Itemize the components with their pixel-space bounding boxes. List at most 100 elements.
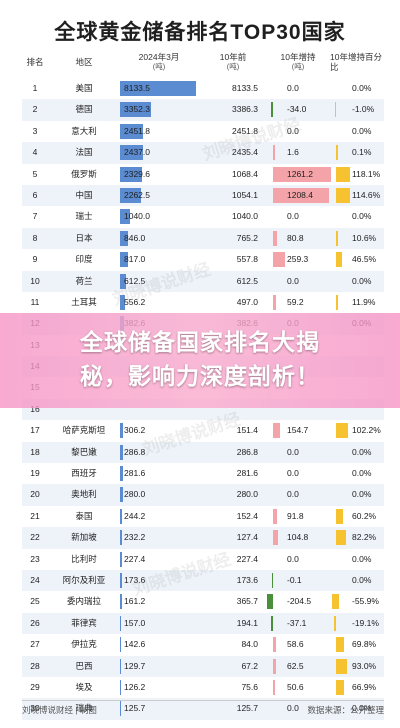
current-holdings-cell: 2329.6 [120, 164, 198, 185]
prev-holdings-cell: 365.7 [236, 596, 258, 607]
current-holdings-bar [120, 273, 126, 289]
increase-pct-value: 0.0% [352, 211, 372, 222]
increase-pct-value: 0.0% [352, 446, 372, 457]
increase-cell: 0.0 [267, 442, 329, 463]
increase-bar [273, 679, 276, 695]
increase-pct-bar [336, 637, 345, 653]
increase-pct-value: -1.0% [352, 104, 375, 115]
increase-value: -204.5 [287, 596, 312, 607]
prev-holdings-cell: 281.6 [236, 468, 258, 479]
increase-cell: 259.3 [267, 249, 329, 270]
increase-pct-value: 118.1% [352, 168, 381, 179]
increase-pct-cell: 0.1% [332, 142, 384, 163]
increase-cell: -204.5 [267, 591, 329, 612]
current-holdings-bar [120, 123, 143, 139]
prev-holdings-cell: 765.2 [236, 232, 258, 243]
increase-pct-value: 102.2% [352, 425, 381, 436]
current-holdings-value: 846.0 [124, 232, 146, 243]
header-inc: 10年增持 (吨) [267, 48, 329, 76]
prev-holdings-cell: 1068.4 [232, 168, 258, 179]
current-holdings-value: 2329.6 [124, 168, 150, 179]
increase-pct-value: 0.0% [352, 489, 372, 500]
increase-pct-cell: 0.0% [332, 484, 384, 505]
header-now-unit: (吨) [152, 62, 166, 71]
increase-cell: -0.1 [267, 570, 329, 591]
increase-cell: 0.0 [267, 78, 329, 99]
prev-holdings-cell: 125.7 [236, 703, 258, 714]
region-cell: 德国 [75, 104, 93, 115]
rank-cell: 26 [30, 617, 40, 628]
current-holdings-value: 129.7 [124, 660, 146, 671]
header-prev-label: 10年前 [219, 52, 247, 62]
current-holdings-cell: 817.0 [120, 249, 198, 270]
increase-pct-bar [336, 658, 348, 674]
increase-pct-value: 46.5% [352, 254, 377, 265]
increase-cell: 59.2 [267, 292, 329, 313]
rank-cell: 17 [30, 425, 40, 436]
increase-cell: 50.6 [267, 677, 329, 698]
increase-pct-value: 11.9% [352, 296, 376, 307]
increase-pct-bar [334, 102, 336, 118]
rank-cell: 5 [32, 168, 38, 179]
current-holdings-cell: 1040.0 [120, 206, 198, 227]
increase-value: 59.2 [287, 296, 304, 307]
current-holdings-cell: 2451.8 [120, 121, 198, 142]
increase-value: 0.0 [287, 275, 299, 286]
increase-bar [271, 615, 273, 631]
region-cell: 哈萨克斯坦 [62, 425, 106, 436]
prev-holdings-cell: 151.4 [236, 425, 258, 436]
table-row: 5 俄罗斯 2329.6 1068.4 1261.2 118.1% [22, 164, 384, 185]
footer: 刘晓博说财经 | 制图 数据来源：公开整理 [22, 704, 384, 718]
increase-cell: 58.6 [267, 634, 329, 655]
increase-cell: -37.1 [267, 613, 329, 634]
table-row: 23 比利时 227.4 227.4 0.0 0.0% [22, 549, 384, 570]
increase-pct-bar [333, 615, 336, 631]
current-holdings-bar [120, 530, 123, 546]
increase-pct-cell: 60.2% [332, 506, 384, 527]
increase-value: -37.1 [287, 617, 307, 628]
headline-text: 全球储备国家排名大揭 秘，影响力深度剖析！ [0, 325, 400, 393]
increase-value: 0.0 [287, 125, 299, 136]
rank-cell: 23 [30, 553, 40, 564]
increase-bar [273, 145, 275, 161]
rank-cell: 11 [30, 296, 40, 307]
current-holdings-bar [120, 209, 130, 225]
table-row: 6 中国 2262.5 1054.1 1208.4 114.6% [22, 184, 384, 207]
rank-cell: 25 [30, 596, 40, 607]
current-holdings-value: 280.0 [124, 489, 146, 500]
headline-line-1: 全球储备国家排名大揭 [80, 329, 320, 355]
rank-cell: 6 [32, 189, 38, 200]
header-region: 地区 [56, 48, 112, 76]
rank-cell: 20 [30, 489, 40, 500]
current-holdings-cell: 157.0 [120, 613, 198, 634]
rank-cell: 16 [30, 403, 40, 414]
increase-cell: 154.7 [267, 420, 329, 441]
header-prev: 10年前 (吨) [202, 48, 264, 76]
increase-pct-value: 0.0% [352, 553, 372, 564]
region-cell: 埃及 [75, 681, 93, 692]
current-holdings-value: 281.6 [124, 468, 146, 479]
increase-pct-bar [336, 508, 344, 524]
current-holdings-cell: 846.0 [120, 228, 198, 249]
prev-holdings-cell: 75.6 [241, 681, 258, 692]
table-row: 11 土耳其 556.2 497.0 59.2 11.9% [22, 292, 384, 313]
current-holdings-bar [120, 701, 122, 717]
increase-pct-bar [336, 294, 338, 310]
region-cell: 意大利 [71, 125, 97, 136]
current-holdings-cell: 556.2 [120, 292, 198, 313]
rank-cell: 29 [30, 681, 40, 692]
region-cell: 泰国 [75, 510, 93, 521]
current-holdings-cell: 2262.5 [120, 185, 198, 206]
table-body: 1 美国 8133.5 8133.5 0.0 0.0% 2 德国 3352.3 3386.3 -34… [22, 78, 384, 720]
increase-value: 0.0 [287, 468, 299, 479]
current-holdings-bar [120, 294, 126, 310]
increase-cell: 80.8 [267, 228, 329, 249]
footer-credit: 刘晓博说财经 | 制图 [22, 705, 97, 715]
header: 全球黄金储备排名TOP30国家 排名 地区 2024年3月 (吨) 10年前 (吨)… [0, 0, 400, 76]
increase-pct-cell: 114.6% [332, 185, 384, 206]
prev-holdings-cell: 8133.5 [232, 83, 258, 93]
header-pct-label: 10年增持百分比 [330, 52, 382, 72]
increase-cell: 0.0 [267, 549, 329, 570]
current-holdings-value: 125.7 [124, 703, 146, 714]
current-holdings-bar [120, 252, 128, 268]
